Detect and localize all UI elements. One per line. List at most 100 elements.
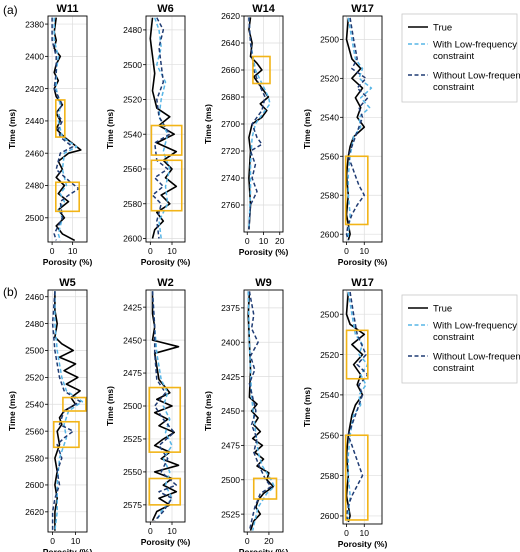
x-tick-label: 0 (344, 246, 349, 256)
x-axis-label: Porosity (%) (141, 257, 191, 267)
x-tick-label: 10 (360, 246, 370, 256)
y-tick-label: 2500 (221, 475, 240, 485)
x-tick-label: 10 (167, 246, 177, 256)
x-tick-label: 10 (71, 536, 81, 546)
subplot-b-w9: 2375 2400 2425 2450 2475 2500 2525 0 20 W9 Porosit… (203, 277, 288, 552)
panel-label-b: (b) (3, 285, 18, 299)
series-without-b-w17 (345, 291, 369, 523)
subplot-title-a-w14: W14 (252, 3, 276, 15)
series-true-a-w6 (149, 17, 178, 239)
y-tick-label: 2520 (123, 95, 142, 105)
legend-b: True With Low-frequency constraint Witho… (401, 294, 520, 384)
y-tick-label: 2425 (221, 372, 240, 382)
x-axis-label: Porosity (%) (43, 547, 93, 552)
x-tick-label: 20 (264, 536, 274, 546)
highlight-box-a-w11-1 (54, 181, 80, 213)
x-axis-label: Porosity (%) (338, 257, 388, 267)
y-tick-label: 2420 (25, 84, 44, 94)
y-tick-label: 2580 (320, 190, 339, 200)
highlight-box-b-w2-1 (148, 477, 182, 506)
panel-label-a: (a) (3, 3, 18, 17)
series-with-b-w9 (247, 291, 276, 531)
y-tick-label: 2540 (320, 113, 339, 123)
legend-a-without-label-2: constraint (433, 82, 475, 93)
y-tick-label: 2480 (25, 181, 44, 191)
y-tick-label: 2620 (25, 507, 44, 517)
series-without-a-w17 (345, 17, 369, 241)
y-tick-label: 2500 (123, 401, 142, 411)
highlight-box-b-w17-0 (345, 329, 369, 380)
y-tick-label: 2520 (25, 373, 44, 383)
y-tick-label: 2450 (123, 335, 142, 345)
y-tick-label: 2580 (320, 471, 339, 481)
y-tick-label: 2620 (221, 11, 240, 21)
highlight-box-b-w2-0 (148, 386, 182, 453)
y-tick-label: 2500 (320, 309, 339, 319)
y-tick-label: 2475 (123, 368, 142, 378)
series-without-a-w6 (151, 17, 171, 239)
x-tick-label: 0 (50, 246, 55, 256)
y-tick-label: 2740 (221, 173, 240, 183)
legend-a-without-label-1: Without Low-frequency (433, 71, 520, 82)
axes-frame-a-w6 (145, 15, 186, 243)
subplot-title-a-w11: W11 (56, 3, 78, 15)
y-tick-label: 2460 (25, 292, 44, 302)
y-tick-label: 2700 (221, 119, 240, 129)
highlight-box-b-w5-1 (52, 420, 80, 449)
x-tick-label: 0 (344, 528, 349, 538)
x-tick-label: 10 (167, 526, 177, 536)
x-tick-label: 0 (245, 536, 250, 546)
legend-a-frame (401, 13, 518, 103)
subplot-a-w6: 2480 2500 2520 2540 2560 2580 2600 0 10 W6 Porosit… (105, 3, 190, 267)
y-tick-label: 2380 (25, 19, 44, 29)
subplot-title-a-w17: W17 (351, 3, 374, 15)
y-tick-label: 2400 (25, 52, 44, 62)
x-tick-label: 20 (275, 236, 285, 246)
x-tick-label: 10 (259, 236, 269, 246)
x-tick-label: 10 (360, 528, 370, 538)
subplot-title-b-w9: W9 (255, 277, 272, 289)
y-tick-label: 2560 (123, 164, 142, 174)
y-tick-label: 2400 (221, 337, 240, 347)
legend-a-with-label-1: With Low-frequency (433, 40, 517, 51)
series-without-b-w9 (248, 291, 272, 531)
series-without-b-w2 (151, 291, 178, 522)
subplot-title-b-w5: W5 (59, 277, 76, 289)
y-tick-label: 2480 (123, 25, 142, 35)
y-axis-label: Time (ms) (105, 386, 115, 426)
highlight-box-a-w14-0 (252, 55, 271, 85)
y-tick-label: 2640 (221, 38, 240, 48)
y-tick-label: 2660 (221, 65, 240, 75)
subplot-b-w2: 2425 2450 2475 2500 2525 2550 2575 0 10 W2 Porosit… (105, 277, 190, 547)
highlight-box-a-w6-0 (150, 124, 183, 156)
y-tick-label: 2525 (221, 509, 240, 519)
x-tick-label: 0 (50, 536, 55, 546)
x-tick-label: 0 (148, 526, 153, 536)
y-tick-label: 2600 (123, 234, 142, 244)
y-tick-label: 2500 (320, 35, 339, 45)
axes-frame-b-w17 (342, 289, 383, 525)
subplot-a-w14: 2620 2640 2660 2680 2700 2720 2740 2760 0 10 20 W14… (203, 3, 288, 257)
y-tick-label: 2460 (25, 148, 44, 158)
axes-frame-a-w17 (342, 15, 383, 243)
series-with-a-w14 (248, 17, 271, 230)
y-tick-label: 2520 (320, 350, 339, 360)
y-tick-label: 2425 (123, 302, 142, 312)
subplot-a-w17: 2500 2520 2540 2560 2580 2600 0 10 W17 Porosity (… (302, 3, 387, 267)
x-axis-label: Porosity (%) (43, 257, 93, 267)
y-axis-label: Time (ms) (105, 109, 115, 149)
y-axis-label: Time (ms) (203, 104, 213, 144)
y-tick-label: 2600 (320, 511, 339, 521)
y-tick-label: 2600 (320, 229, 339, 239)
panels: 2380 2400 2420 2440 2460 2480 2500 0 10 W11 Porosi… (7, 3, 387, 552)
y-tick-label: 2375 (221, 303, 240, 313)
y-tick-label: 2450 (221, 406, 240, 416)
y-tick-label: 2580 (123, 199, 142, 209)
y-tick-label: 2440 (25, 116, 44, 126)
legend-b-true-label: True (433, 304, 452, 315)
y-tick-label: 2575 (123, 500, 142, 510)
y-axis-label: Time (ms) (302, 387, 312, 427)
legend-b-without-label-2: constraint (433, 363, 475, 374)
subplot-title-b-w2: W2 (157, 277, 174, 289)
